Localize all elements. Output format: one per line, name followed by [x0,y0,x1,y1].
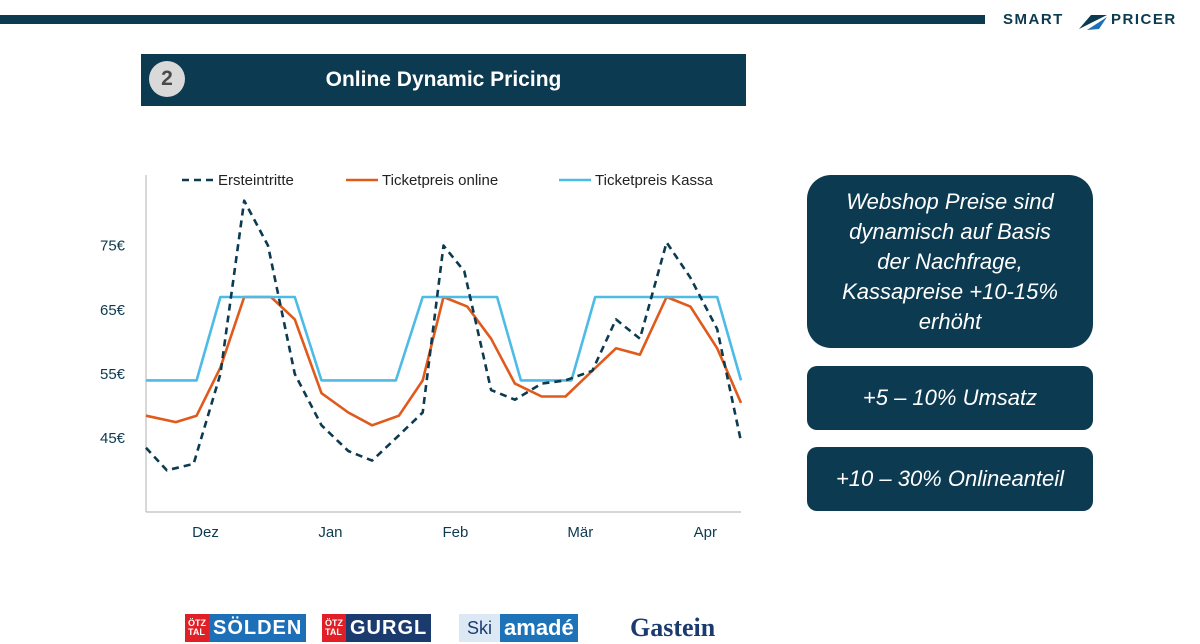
logo-gastein: Gastein [630,613,716,642]
x-tick-label: Dez [192,524,219,541]
logo-tag-line: TAL [188,627,205,637]
callout-online-share: +10 – 30% Onlineanteil [807,447,1093,511]
callout-line: dynamisch auf Basis [849,218,1051,244]
top-accent-bar [0,15,985,24]
series-line-ersteintritte [145,199,743,472]
callout-line: erhöht [918,308,982,334]
brand-word-pricer: PRICER [1111,11,1177,28]
series-line-ticketpreis-online [145,295,743,427]
callout-line: der Nachfrage, [877,248,1023,274]
logo-soelden-tag: ÖTZ TAL [185,614,209,642]
callout-dynamic-pricing: Webshop Preise sind dynamisch auf Basis … [807,175,1093,348]
x-tick-label: Jan [318,524,342,541]
logo-gurgl-name: GURGL [346,614,432,642]
logo-tag-line: TAL [325,627,342,637]
x-tick-label: Apr [694,524,717,541]
logo-gurgl-tag: ÖTZ TAL [322,614,346,642]
x-tick-label: Feb [442,524,468,541]
logo-tag-line: ÖTZ [325,618,343,628]
callout-line: Webshop Preise sind [846,188,1054,214]
series-line-ticketpreis-kassa [146,295,743,382]
section-header [141,54,746,106]
logo-ski-word: Ski [459,614,501,642]
logo-gurgl: ÖTZ TAL GURGL [322,614,432,642]
logo-soelden: ÖTZ TAL SÖLDEN [185,614,307,642]
logo-soelden-name: SÖLDEN [209,614,307,642]
legend-label: Ersteintritte [218,172,294,189]
brand-word-smart: SMART [1003,11,1064,28]
callout-line: Kassapreise +10-15% [842,278,1058,304]
brand-swoosh-icon [1079,15,1107,30]
y-tick-label: 65€ [100,302,126,319]
y-tick-label: 75€ [100,238,126,255]
callout-revenue: +5 – 10% Umsatz [807,366,1093,430]
y-tick-label: 45€ [100,430,126,447]
legend-label: Ticketpreis online [382,172,498,189]
logo-tag-line: ÖTZ [188,618,206,628]
logo-ski-amade: Ski amadé [459,614,578,642]
section-title: Online Dynamic Pricing [325,68,562,91]
step-number-badge: 2 [149,61,185,97]
y-tick-label: 55€ [100,366,126,383]
x-tick-label: Mär [567,524,593,541]
logo-amade-name: amadé [500,614,578,642]
legend-label: Ticketpreis Kassa [595,172,713,189]
brand-logo: SMART PRICER [993,8,1193,34]
